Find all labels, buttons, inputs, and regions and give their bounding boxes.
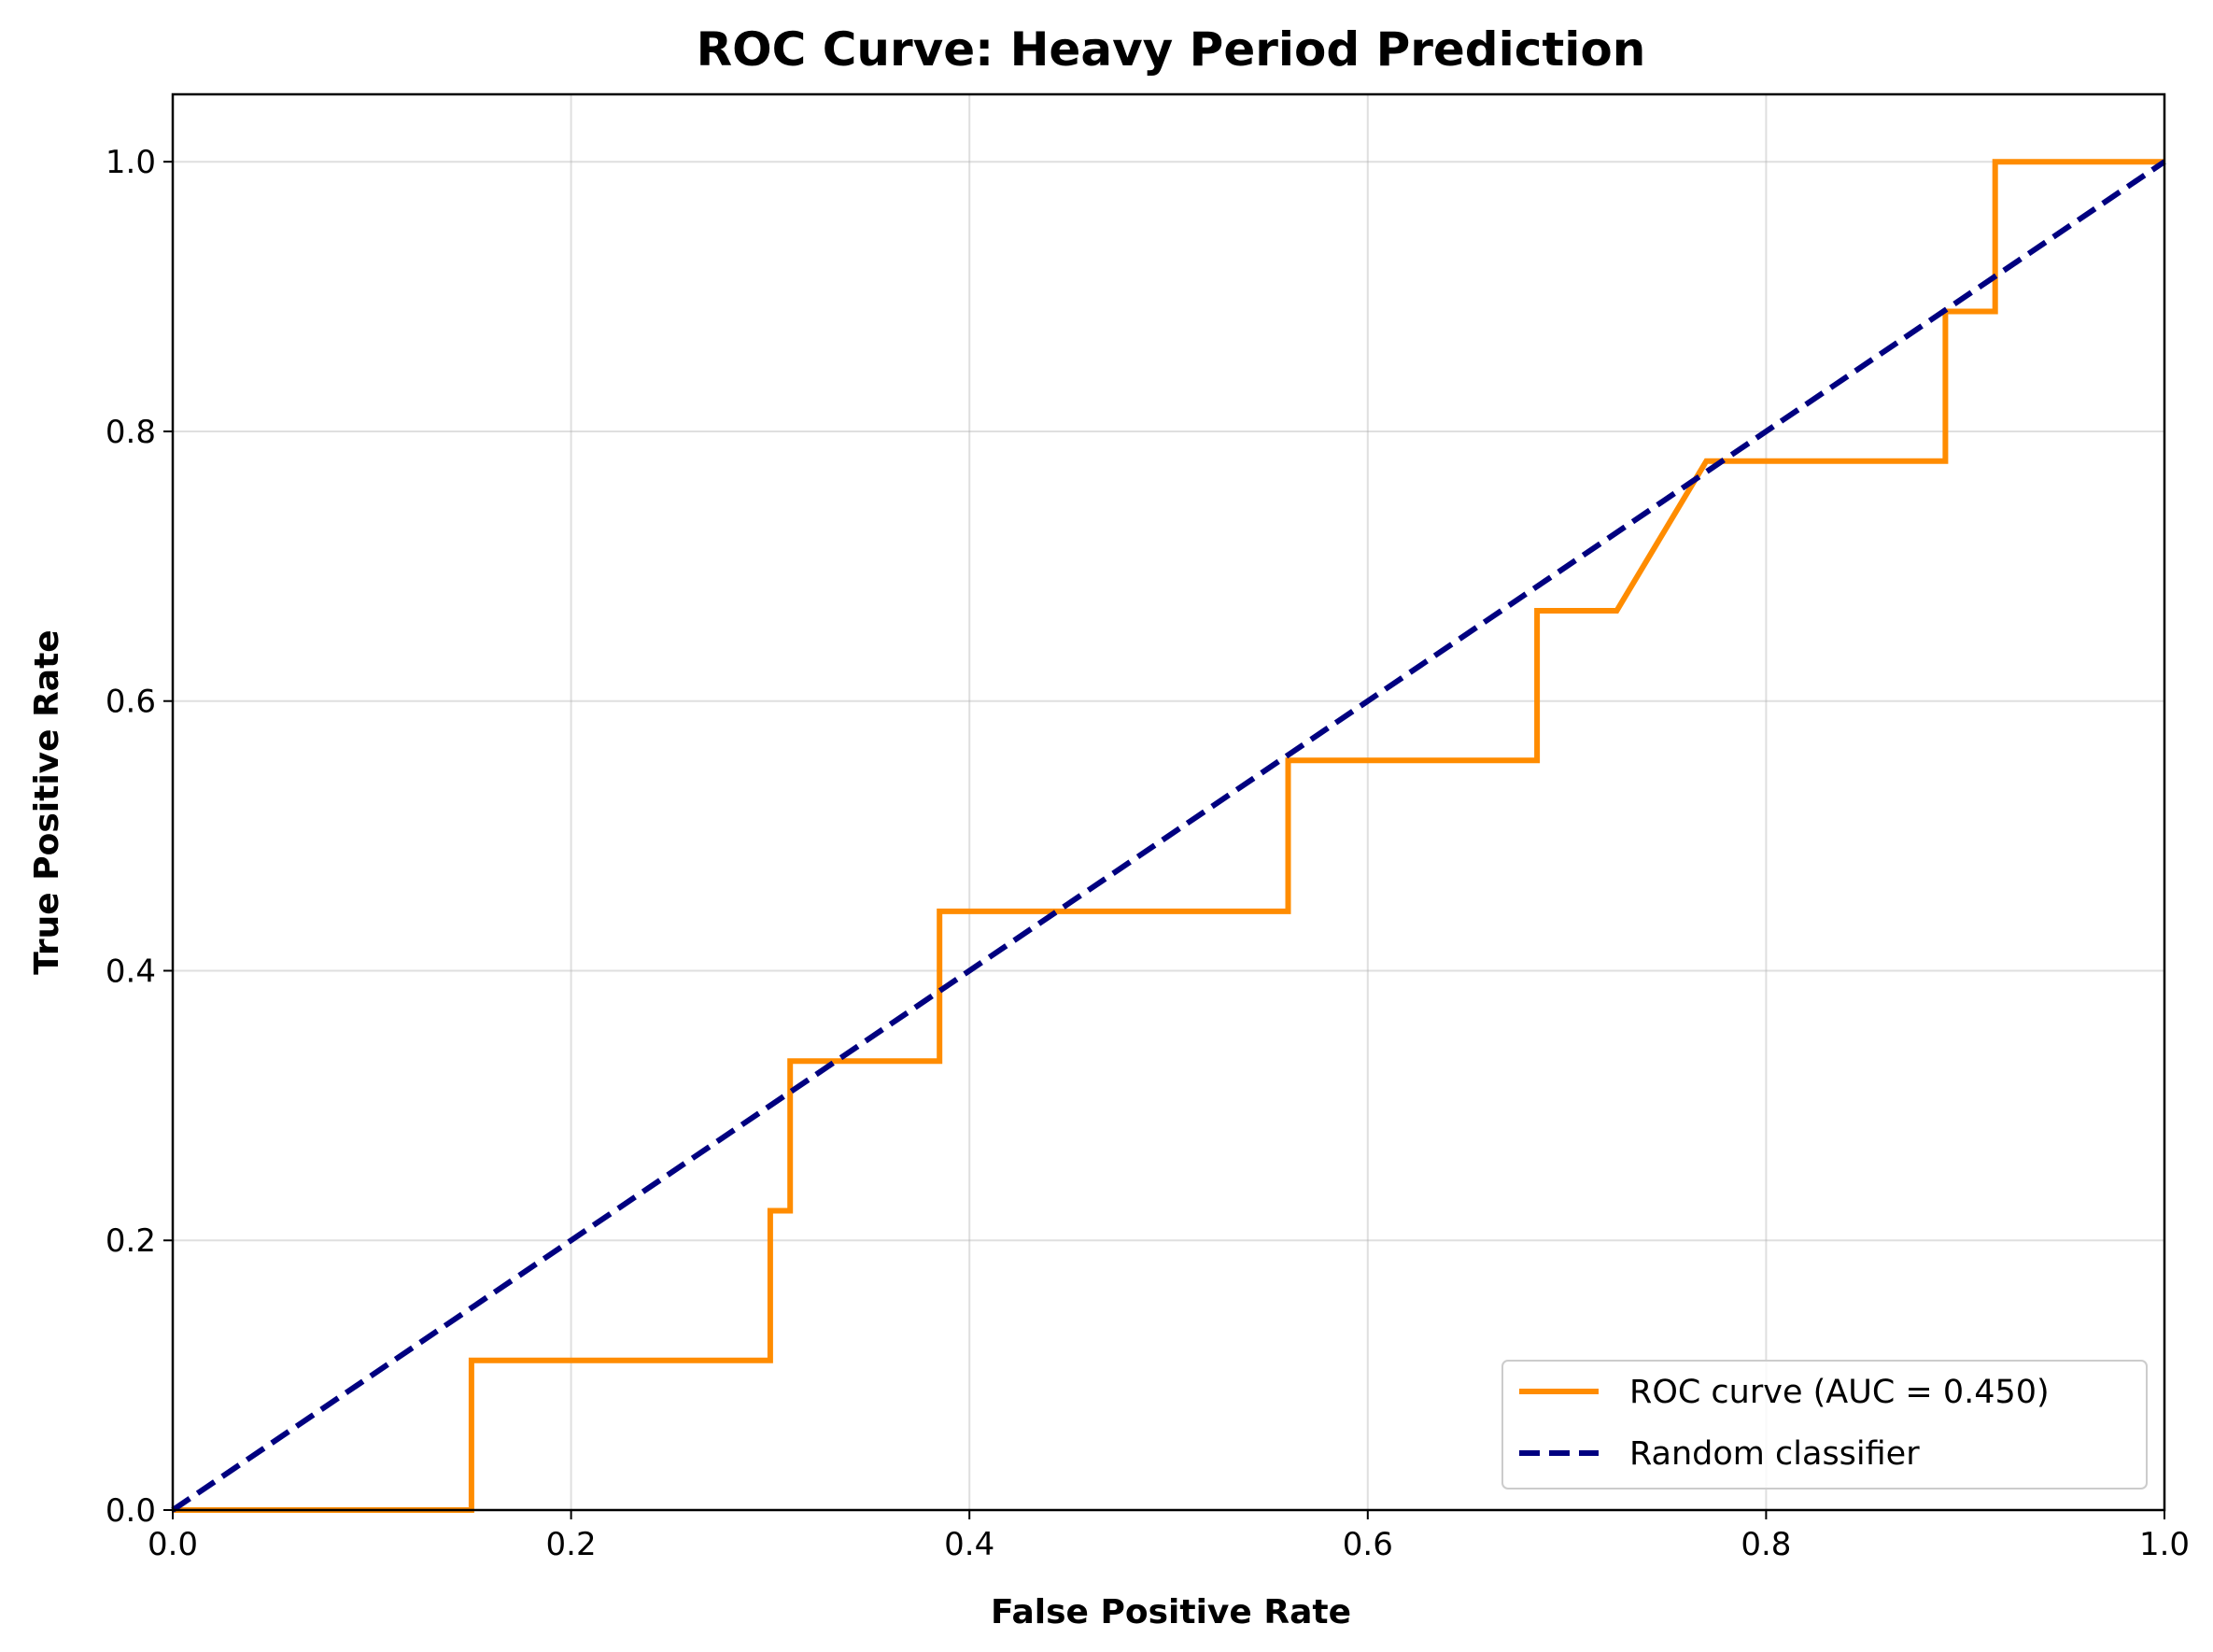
grid: [172, 94, 2165, 1511]
y-tick-label: 0.6: [106, 684, 156, 721]
y-tick-label: 0.8: [106, 414, 156, 451]
y-tick-label: 0.0: [106, 1492, 156, 1530]
x-tick-label: 0.4: [944, 1526, 994, 1563]
y-tick-label: 1.0: [106, 144, 156, 181]
series-layer: [171, 159, 2166, 1513]
legend-label-roc: ROC curve (AUC = 0.450): [1629, 1374, 2050, 1411]
x-tick-label: 1.0: [2139, 1526, 2190, 1563]
y-tick-label: 0.4: [106, 953, 156, 990]
legend: ROC curve (AUC = 0.450) Random classifie…: [1501, 1360, 2148, 1490]
y-tick-label: 0.2: [106, 1222, 156, 1260]
y-axis-label: True Positive Rate: [28, 629, 66, 974]
x-axis-label: False Positive Rate: [991, 1593, 1351, 1631]
x-tick-label: 0.0: [148, 1526, 198, 1563]
random-classifier-line: [171, 159, 2166, 1513]
legend-label-random: Random classifier: [1629, 1435, 1920, 1473]
x-tick-label: 0.6: [1343, 1526, 1393, 1563]
chart-title: ROC Curve: Heavy Period Prediction: [697, 22, 1646, 77]
axes-frame: [171, 92, 2166, 1512]
roc-curve-line: [173, 159, 2164, 1513]
x-tick-label: 0.2: [546, 1526, 597, 1563]
x-tick-label: 0.8: [1741, 1526, 1791, 1563]
legend-box: [1501, 1360, 2148, 1490]
ticks: 0.0 0.2 0.4 0.6 0.8 1.0 0.0 0.2 0.4 0.6 0.8 1.0: [106, 144, 2190, 1563]
